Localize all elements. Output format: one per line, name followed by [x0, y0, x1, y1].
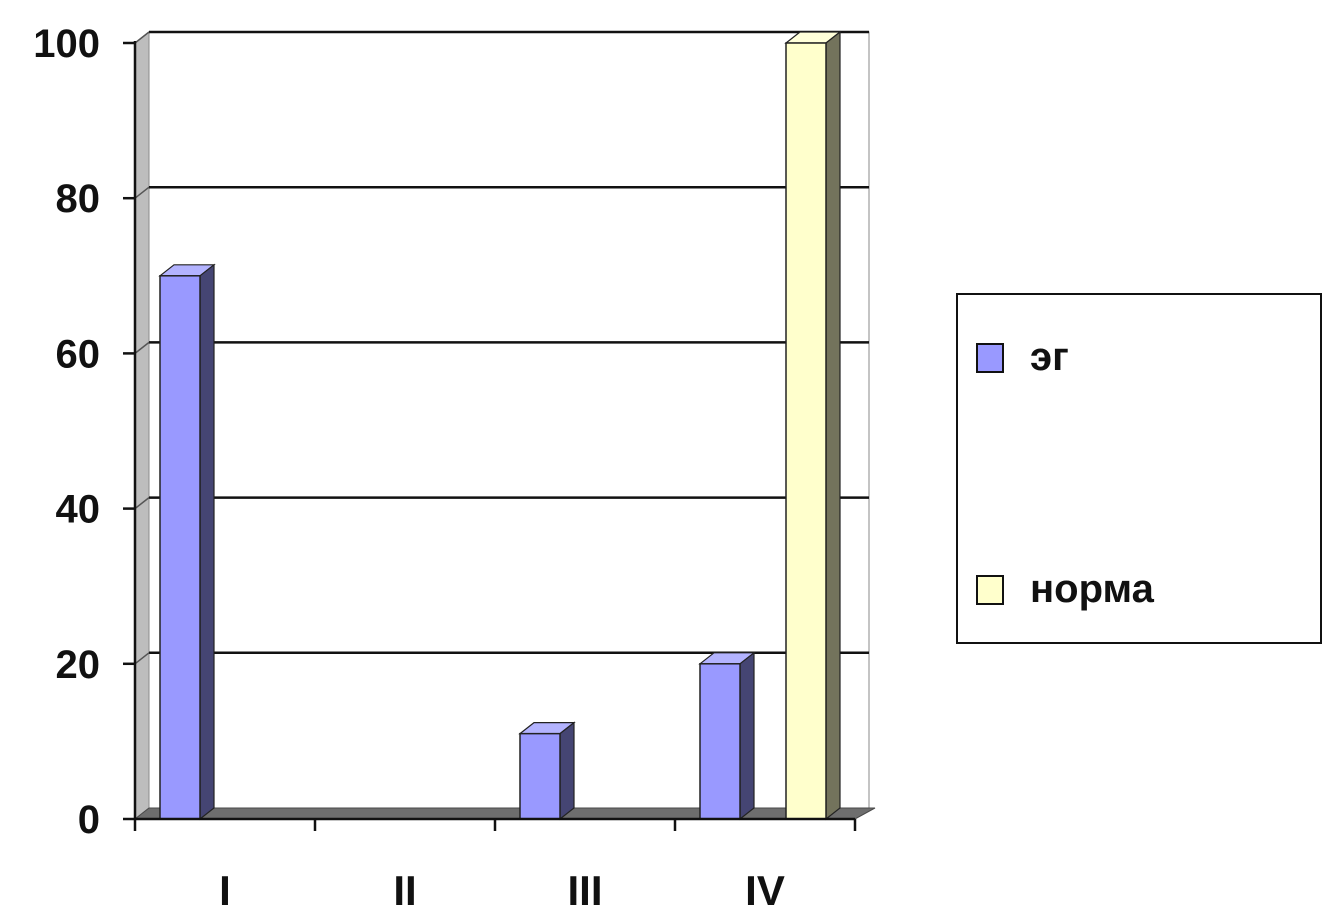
- bar-front: [785, 42, 827, 820]
- x-tick-labels: I II III IV: [219, 867, 785, 911]
- gridlines: [134, 30, 869, 665]
- y-tick-labels: 0 20 40 60 80 100: [33, 22, 100, 842]
- y-tick-label: 40: [56, 488, 101, 532]
- bar-эг-III: [518, 721, 576, 821]
- gridline-side: [134, 31, 150, 44]
- legend-swatch-eg: [976, 342, 1004, 373]
- bar-норма-IV: [784, 30, 842, 821]
- legend-swatch-norma: [976, 574, 1004, 605]
- x-tick-label: III: [567, 867, 602, 911]
- legend: эг норма: [956, 293, 1322, 644]
- x-tick-label: IV: [745, 867, 785, 911]
- bar-side: [825, 30, 841, 821]
- legend-item-eg: эг: [976, 335, 1069, 380]
- plot-walls: [134, 30, 870, 821]
- y-tick-label: 100: [33, 22, 100, 66]
- axes: [123, 41, 857, 831]
- bar-эг-IV: [698, 651, 756, 821]
- legend-item-norma: норма: [976, 567, 1154, 612]
- x-tick-label: I: [219, 867, 231, 911]
- y-tick-label: 80: [56, 177, 101, 221]
- y-tick-label: 60: [56, 332, 101, 376]
- gridline-side: [134, 186, 150, 199]
- bar-side: [739, 651, 755, 821]
- bar-side: [199, 263, 215, 821]
- back-wall: [148, 31, 870, 809]
- gridline-side: [134, 497, 150, 510]
- bars: [158, 30, 842, 821]
- plot-floor: [133, 807, 876, 820]
- bar-front: [159, 275, 201, 820]
- bar-front: [699, 663, 741, 820]
- bar-front: [519, 732, 561, 820]
- bar-эг-I: [158, 263, 216, 821]
- floor-plane: [133, 807, 876, 820]
- legend-label-eg: эг: [1030, 335, 1069, 379]
- side-wall: [134, 30, 150, 821]
- y-tick-label: 20: [56, 643, 101, 687]
- y-tick-label: 0: [78, 798, 100, 842]
- legend-label-norma: норма: [1030, 567, 1154, 611]
- bar-side: [559, 721, 575, 821]
- x-tick-label: II: [393, 867, 416, 911]
- gridline-side: [134, 652, 150, 665]
- gridline-side: [134, 341, 150, 354]
